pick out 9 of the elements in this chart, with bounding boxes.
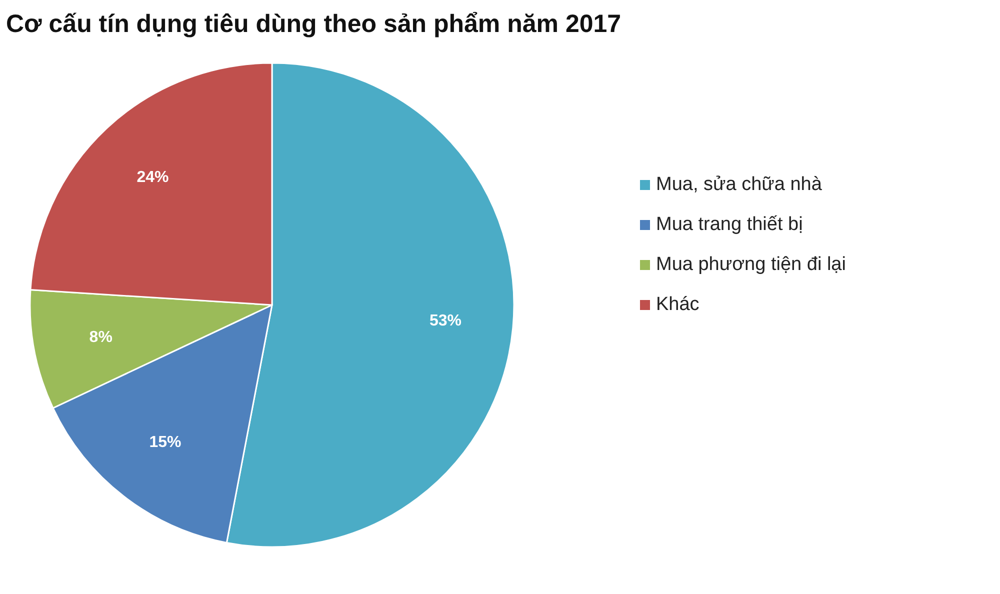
data-label: 53% xyxy=(429,312,462,330)
legend-label: Mua, sửa chữa nhà xyxy=(656,174,822,196)
data-label: 8% xyxy=(89,328,112,346)
legend-label: Mua phương tiện đi lại xyxy=(656,254,846,276)
data-label: 15% xyxy=(149,434,182,451)
legend-label: Mua trang thiết bị xyxy=(656,214,803,236)
data-label: 24% xyxy=(136,169,169,186)
chart-title: Cơ cấu tín dụng tiêu dùng theo sản phẩm năm 2017 xyxy=(6,10,622,38)
legend-label: Khác xyxy=(656,294,700,316)
